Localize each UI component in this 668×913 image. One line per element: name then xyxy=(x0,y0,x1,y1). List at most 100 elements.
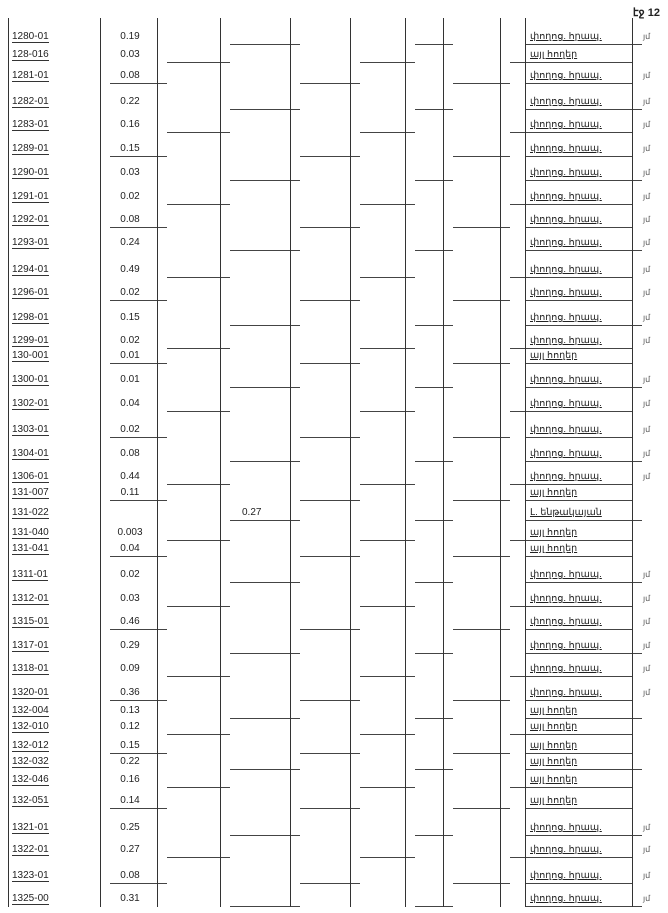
parcel-area: 0.02 xyxy=(120,191,140,202)
table-row: 1325-00 0.31 փողոց. հրապ. յմ xyxy=(0,893,668,909)
parcel-code: 131-040 xyxy=(12,527,49,539)
scan-line xyxy=(453,808,510,809)
table-row: 1323-01 0.08 փողոց. հրապ. յմ xyxy=(0,870,668,886)
parcel-area: 0.04 xyxy=(120,398,140,409)
scan-line xyxy=(360,204,415,205)
scan-line xyxy=(167,734,230,735)
scan-line xyxy=(167,348,230,349)
column-divider xyxy=(100,18,101,907)
land-use: այլ հողեր xyxy=(530,774,578,785)
parcel-code: 1291-01 xyxy=(12,191,49,203)
parcel-area: 0.16 xyxy=(120,774,140,785)
parcel-code: 131-041 xyxy=(12,543,49,555)
mark: յմ xyxy=(643,641,651,650)
scan-line xyxy=(230,906,300,907)
parcel-code: 132-046 xyxy=(12,774,49,786)
parcel-area: 0.15 xyxy=(120,312,140,323)
table-row: 1294-01 0.49 փողոց. հրապ. յմ xyxy=(0,264,668,280)
scan-line xyxy=(415,250,453,251)
scan-line xyxy=(110,363,167,364)
scan-line xyxy=(300,883,360,884)
scan-line xyxy=(415,835,453,836)
parcel-code: 1306-01 xyxy=(12,471,49,483)
scan-line xyxy=(415,769,453,770)
scan-line xyxy=(360,62,415,63)
row-underline xyxy=(525,835,632,836)
land-use: փողոց. հրապ. xyxy=(530,870,602,881)
land-use: այլ հողեր xyxy=(530,350,578,361)
scan-line xyxy=(360,606,415,607)
mark: յմ xyxy=(643,894,651,903)
scan-line xyxy=(167,62,230,63)
parcel-code: 1294-01 xyxy=(12,264,49,276)
scan-line xyxy=(230,325,300,326)
scan-line xyxy=(453,83,510,84)
mark: յմ xyxy=(643,399,651,408)
mark: յմ xyxy=(643,32,651,41)
mark: յմ xyxy=(643,265,651,274)
mark: յմ xyxy=(643,168,651,177)
scan-line xyxy=(230,582,300,583)
scan-line xyxy=(300,753,360,754)
parcel-code: 1312-01 xyxy=(12,593,49,605)
land-use: այլ հողեր xyxy=(530,795,578,806)
row-underline xyxy=(525,734,632,735)
table-row: 132-046 0.16 այլ հողեր xyxy=(0,774,668,790)
mark: յմ xyxy=(643,594,651,603)
column-divider xyxy=(350,18,351,907)
land-use: փողոց. հրապ. xyxy=(530,593,602,604)
scan-line xyxy=(230,250,300,251)
scan-line xyxy=(300,808,360,809)
parcel-area: 0.02 xyxy=(120,287,140,298)
scan-line xyxy=(300,83,360,84)
mark: յմ xyxy=(643,375,651,384)
scan-line xyxy=(300,156,360,157)
row-underline xyxy=(525,250,632,251)
parcel-area: 0.16 xyxy=(120,119,140,130)
land-use: փողոց. հրապ. xyxy=(530,96,602,107)
parcel-code: 1320-01 xyxy=(12,687,49,699)
land-use: փողոց. հրապ. xyxy=(530,663,602,674)
parcel-code: 1303-01 xyxy=(12,424,49,436)
parcel-code: 1281-01 xyxy=(12,70,49,82)
row-underline xyxy=(525,906,632,907)
scan-line xyxy=(167,411,230,412)
scan-line xyxy=(360,411,415,412)
table-row: 1321-01 0.25 փողոց. հրապ. յմ xyxy=(0,822,668,838)
table-row: 1282-01 0.22 փողոց. հրապ. յմ xyxy=(0,96,668,112)
scan-line xyxy=(510,484,535,485)
scan-line xyxy=(415,180,453,181)
land-use: փողոց. հրապ. xyxy=(530,844,602,855)
table-row: 1303-01 0.02 փողոց. հրապ. յմ xyxy=(0,424,668,440)
scan-line xyxy=(453,300,510,301)
page-number: էջ 12 xyxy=(632,7,660,19)
scan-line xyxy=(110,437,167,438)
parcel-code: 132-051 xyxy=(12,795,49,807)
scan-line xyxy=(110,156,167,157)
parcel-code: 132-032 xyxy=(12,756,49,768)
row-underline xyxy=(525,348,632,349)
parcel-code: 132-012 xyxy=(12,740,49,752)
scan-line xyxy=(167,132,230,133)
land-use: փողոց. հրապ. xyxy=(530,264,602,275)
row-underline xyxy=(525,606,632,607)
table-row: 1299-01 0.02 փողոց. հրապ. յմ xyxy=(0,335,668,351)
scan-line xyxy=(300,629,360,630)
parcel-area: 0.003 xyxy=(117,527,143,538)
row-underline xyxy=(525,629,632,630)
land-use: այլ հողեր xyxy=(530,487,578,498)
parcel-area: 0.03 xyxy=(120,49,140,60)
land-use: փողոց. հրապ. xyxy=(530,70,602,81)
row-underline xyxy=(525,556,632,557)
scan-line xyxy=(300,437,360,438)
row-underline xyxy=(525,718,632,719)
column-divider xyxy=(525,18,526,907)
table-row: 1289-01 0.15 փողոց. հրապ. յմ xyxy=(0,143,668,159)
table-row: 130-001 0.01 այլ հողեր xyxy=(0,350,668,366)
scan-line xyxy=(415,109,453,110)
parcel-code: 132-010 xyxy=(12,721,49,733)
scan-line xyxy=(167,787,230,788)
parcel-area: 0.24 xyxy=(120,237,140,248)
scan-line xyxy=(300,500,360,501)
parcel-code: 128-016 xyxy=(12,49,49,61)
